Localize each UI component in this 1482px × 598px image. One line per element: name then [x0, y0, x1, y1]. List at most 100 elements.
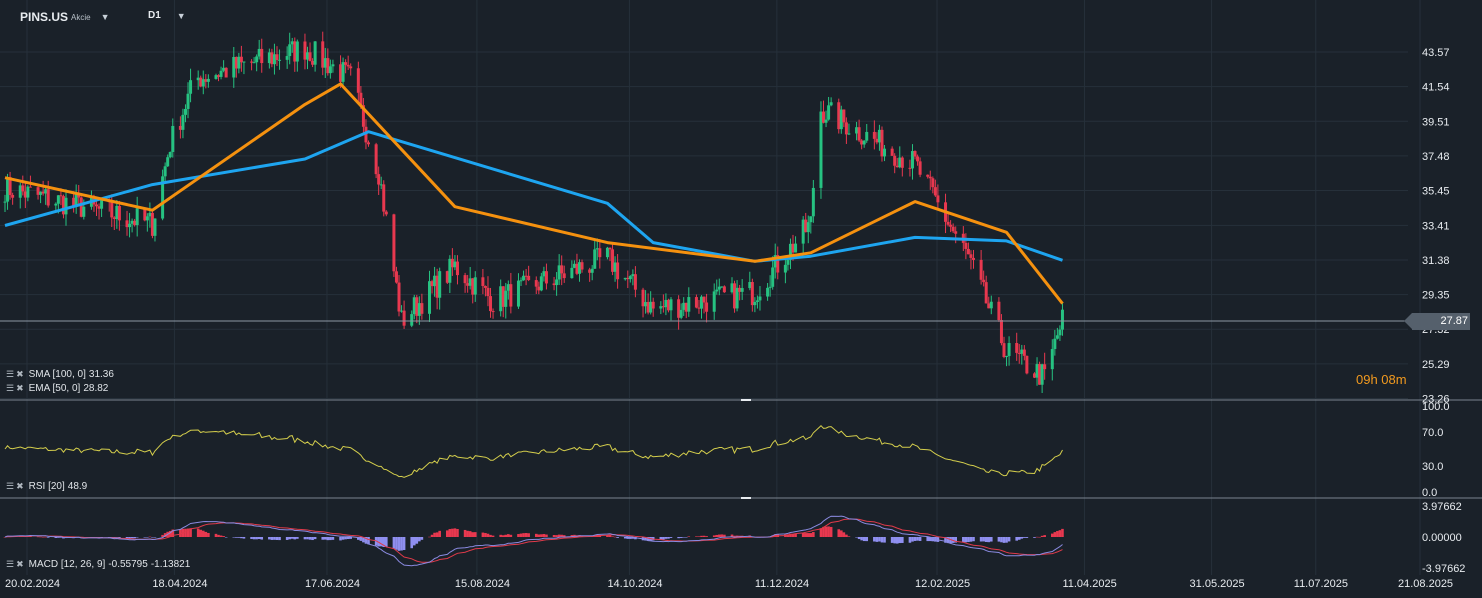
- candle-body: [183, 108, 187, 115]
- candle-body: [356, 68, 360, 93]
- time-axis[interactable]: 20.02.2024 18.04.2024 17.06.2024 15.08.2024…: [5, 578, 1453, 590]
- candle-body: [738, 287, 742, 292]
- macd-histogram-bar: [367, 537, 370, 545]
- macd-histogram-bar: [379, 537, 383, 547]
- candle-body: [201, 79, 205, 87]
- macd-histogram-bar: [611, 536, 614, 537]
- candle-body: [979, 259, 983, 280]
- candle-body: [580, 262, 584, 270]
- macd-histogram-bar: [997, 537, 1001, 542]
- macd-histogram-bar: [471, 532, 475, 537]
- candle-body: [1017, 352, 1021, 354]
- candle-body: [522, 275, 526, 281]
- macd-level-label: 3.97662: [1422, 501, 1462, 513]
- macd-histogram-bar: [677, 537, 680, 539]
- macd-histogram-bar: [623, 537, 627, 539]
- ema-value: 28.82: [83, 383, 109, 394]
- candle-body: [839, 109, 843, 130]
- candle-body: [705, 302, 709, 312]
- candle-body: [242, 61, 246, 63]
- candle-body: [339, 64, 343, 82]
- macd-level-label: 0.00000: [1422, 532, 1462, 544]
- ema-legend[interactable]: ☰ ✖ EMA [50, 0] 28.82: [6, 383, 108, 394]
- candle-body: [722, 286, 726, 293]
- candle-body: [829, 102, 833, 106]
- symbol-selector[interactable]: PINS.US Akcie ▼: [20, 10, 110, 24]
- candle-body: [145, 216, 149, 221]
- pane-resize-handle-2[interactable]: [741, 497, 751, 499]
- candlesticks[interactable]: [3, 31, 1064, 393]
- macd-histogram-bar: [313, 537, 317, 540]
- rsi-legend[interactable]: ☰ ✖ RSI [20] 48.9: [6, 481, 87, 492]
- candle-body: [700, 296, 703, 309]
- candle-body: [753, 301, 757, 306]
- macd-histogram-bar: [862, 537, 866, 542]
- candle-body: [377, 174, 381, 185]
- chevron-down-icon[interactable]: ▼: [100, 12, 110, 22]
- macd-histogram-bar: [1023, 537, 1026, 538]
- settings-icon[interactable]: ☰: [6, 369, 15, 379]
- close-icon[interactable]: ✖: [16, 369, 24, 379]
- candle-body: [1050, 349, 1054, 370]
- macd-legend[interactable]: ☰ ✖ MACD [12, 26, 9] -0.55795 -1.13821: [6, 559, 190, 570]
- candle-body: [516, 280, 520, 307]
- candle-body: [135, 208, 139, 226]
- macd-histogram-bar: [235, 537, 238, 538]
- macd-histogram-bar: [433, 532, 436, 537]
- candle-body: [608, 247, 612, 250]
- candle-body: [21, 185, 25, 192]
- price-label: 23.26: [1422, 394, 1450, 406]
- macd-histogram-bar: [608, 535, 612, 537]
- candle-body: [224, 67, 228, 78]
- macd-histogram-bar: [308, 537, 312, 540]
- sma-legend[interactable]: ☰ ✖ SMA [100, 0] 31.36: [6, 369, 114, 380]
- close-icon[interactable]: ✖: [16, 559, 24, 569]
- candle-body: [11, 194, 15, 198]
- macd-histogram-bar: [130, 537, 134, 539]
- macd-histogram-bar: [733, 535, 736, 537]
- macd-histogram-bar: [931, 537, 935, 542]
- price-axis[interactable]: 43.57 41.54 39.51 37.48 35.45 33.41 31.38 29.35…: [1422, 47, 1450, 406]
- settings-icon[interactable]: ☰: [6, 383, 15, 393]
- macd-histogram-bar: [288, 537, 292, 540]
- macd-histogram-bar: [400, 537, 403, 551]
- candle-body: [204, 79, 208, 82]
- pane-resize-handle-1[interactable]: [741, 399, 751, 401]
- candle-body: [473, 277, 477, 295]
- candle-body: [115, 205, 119, 220]
- candle-body: [712, 291, 716, 312]
- timeframe-selector[interactable]: D1 ▼: [148, 10, 186, 21]
- candle-body: [857, 127, 861, 141]
- candle-body: [1043, 364, 1047, 370]
- macd-histogram-bar: [146, 537, 149, 538]
- candle-body: [1038, 364, 1042, 385]
- settings-icon[interactable]: ☰: [6, 559, 15, 569]
- chevron-down-icon[interactable]: ▼: [176, 10, 186, 21]
- macd-histogram-bar: [161, 534, 164, 537]
- macd-histogram-bar: [196, 528, 200, 537]
- macd-histogram-bar: [54, 537, 58, 539]
- close-icon[interactable]: ✖: [16, 383, 24, 393]
- candle-body: [971, 257, 975, 260]
- macd-signal-line: [4, 518, 1063, 563]
- settings-icon[interactable]: ☰: [6, 481, 15, 491]
- candle-body: [72, 197, 76, 206]
- macd-histogram-bar: [410, 537, 414, 549]
- candle-body: [54, 203, 58, 206]
- macd-histogram-bar: [517, 534, 520, 537]
- macd-histogram-bar: [296, 537, 299, 539]
- macd-histogram-bar: [705, 536, 708, 537]
- candle-body: [153, 218, 157, 236]
- rsi-axis: 100.0 70.0 30.0 0.0: [1422, 401, 1450, 499]
- macd-histogram-bar: [804, 533, 808, 537]
- macd-histogram-bar: [430, 534, 434, 537]
- candle-body: [466, 283, 470, 286]
- macd-histogram-bar: [26, 536, 30, 537]
- candle-body: [827, 105, 831, 120]
- candle-body: [166, 157, 170, 167]
- macd-histogram-bar: [715, 534, 719, 537]
- price-label: 25.29: [1422, 359, 1450, 371]
- close-icon[interactable]: ✖: [16, 481, 24, 491]
- time-label: 11.12.2024: [755, 578, 809, 590]
